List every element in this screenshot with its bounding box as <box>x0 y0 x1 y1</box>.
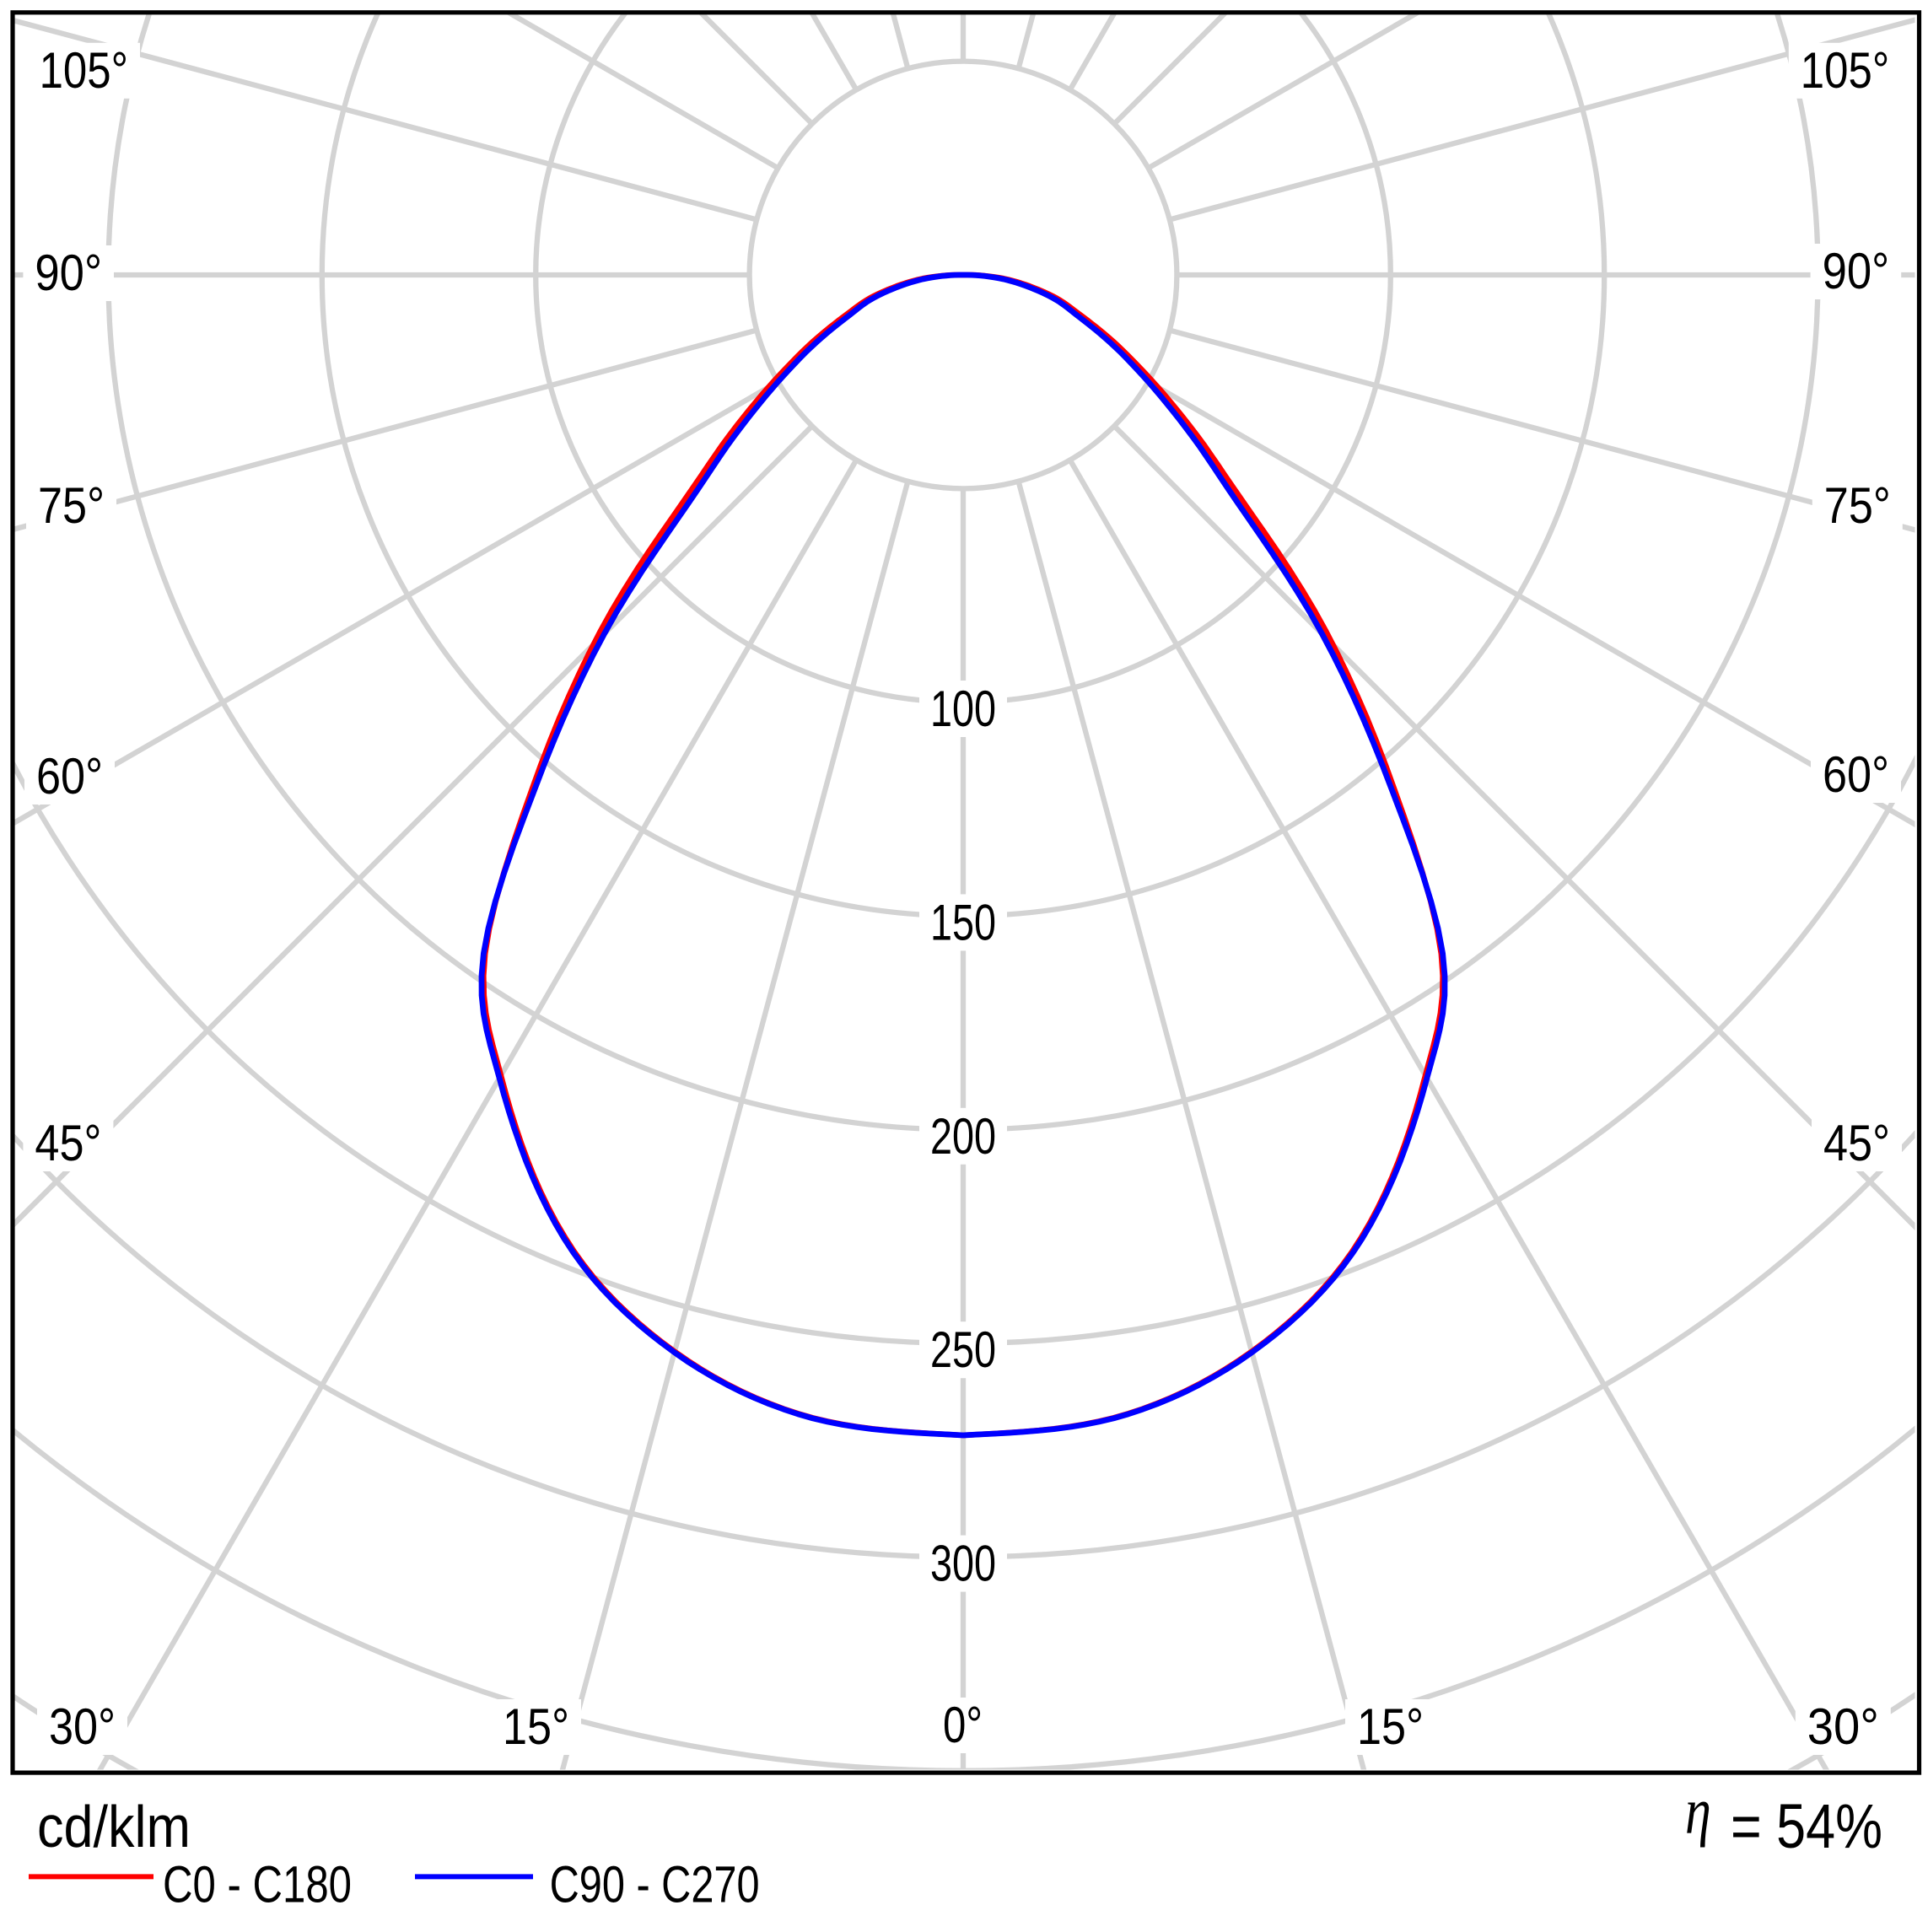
svg-text:C0 - C180: C0 - C180 <box>163 1856 352 1913</box>
svg-text:60°: 60° <box>1823 746 1889 803</box>
svg-text:η: η <box>1685 1775 1711 1848</box>
svg-text:60°: 60° <box>36 748 103 805</box>
svg-text:250: 250 <box>930 1321 996 1378</box>
svg-text:75°: 75° <box>38 477 105 534</box>
svg-text:45°: 45° <box>35 1115 101 1171</box>
svg-text:100: 100 <box>930 681 996 737</box>
svg-text:45°: 45° <box>1823 1115 1890 1171</box>
svg-text:30°: 30° <box>1807 1698 1879 1755</box>
svg-text:90°: 90° <box>1823 243 1890 299</box>
svg-text:cd/klm: cd/klm <box>37 1794 191 1859</box>
svg-text:90°: 90° <box>35 245 102 301</box>
svg-text:105°: 105° <box>1801 42 1889 99</box>
svg-text:75°: 75° <box>1824 477 1891 534</box>
svg-text:30°: 30° <box>49 1698 116 1755</box>
svg-text:200: 200 <box>930 1108 996 1165</box>
svg-text:15°: 15° <box>1357 1698 1424 1755</box>
svg-text:150: 150 <box>930 894 996 950</box>
svg-text:15°: 15° <box>503 1698 569 1755</box>
svg-text:105°: 105° <box>40 42 128 99</box>
svg-text:300: 300 <box>930 1536 996 1592</box>
svg-text:C90 - C270: C90 - C270 <box>550 1856 760 1913</box>
svg-text:0°: 0° <box>943 1697 983 1753</box>
svg-text:= 54%: = 54% <box>1731 1791 1882 1861</box>
